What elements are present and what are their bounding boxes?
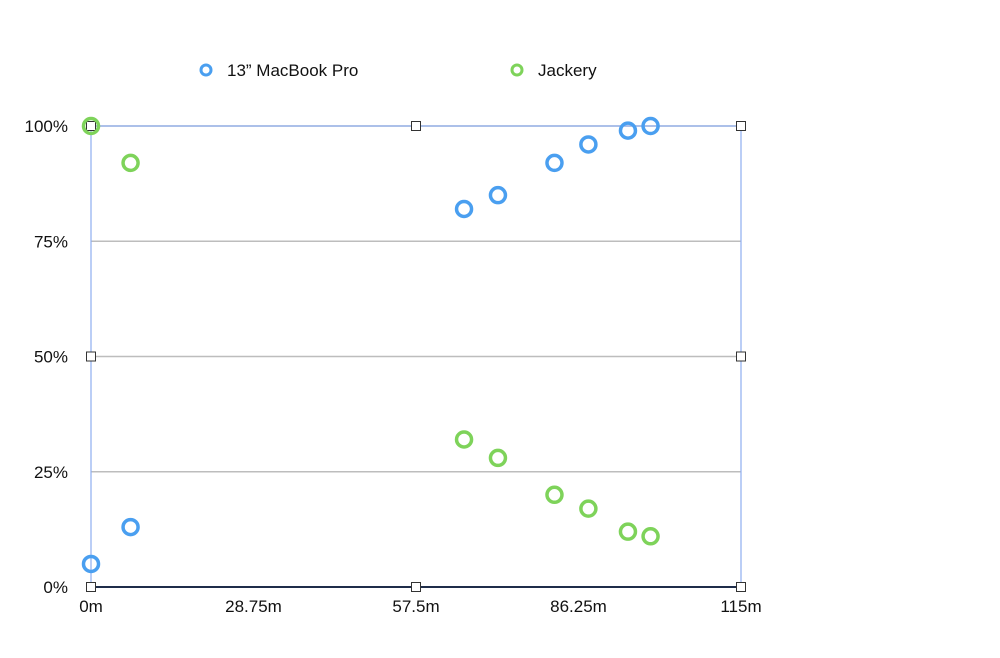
legend: 13” MacBook Pro Jackery — [199, 61, 597, 80]
selection-handle[interactable] — [411, 121, 421, 131]
data-point — [545, 485, 564, 505]
legend-marker — [199, 63, 213, 77]
y-tick-label: 100% — [25, 117, 68, 136]
data-point — [641, 116, 660, 136]
y-tick-label: 50% — [34, 348, 68, 367]
data-point — [81, 116, 101, 136]
data-point — [454, 430, 474, 449]
selection-handle[interactable] — [736, 582, 746, 592]
data-point — [488, 185, 508, 205]
x-tick-label: 28.75m — [225, 597, 282, 616]
data-point — [488, 448, 508, 468]
selection-handle[interactable] — [86, 121, 96, 131]
data-point — [81, 554, 101, 574]
data-point — [121, 517, 140, 537]
data-point — [618, 121, 638, 140]
grid-lines — [91, 125, 741, 473]
x-tick-label: 115m — [720, 597, 761, 616]
selection-handle[interactable] — [736, 121, 746, 131]
selection-handle[interactable] — [86, 351, 96, 362]
x-tick-label: 0m — [79, 597, 103, 616]
selection-handle[interactable] — [736, 351, 746, 362]
data-point — [579, 499, 598, 518]
data-points — [81, 116, 660, 574]
x-tick-label: 57.5m — [392, 597, 439, 616]
selection-handles — [86, 121, 746, 592]
selection-handle[interactable] — [86, 582, 96, 592]
x-axis-tick-labels: 0m 28.75m 57.5m 86.25m 115m — [79, 597, 761, 616]
y-tick-label: 75% — [34, 232, 68, 251]
data-point — [641, 527, 660, 546]
legend-marker — [510, 63, 524, 77]
y-axis-tick-labels: 0% 25% 50% 75% 100% — [25, 117, 68, 597]
data-point — [579, 135, 598, 154]
data-point — [545, 153, 564, 173]
data-point — [454, 199, 474, 219]
x-tick-label: 86.25m — [550, 597, 607, 616]
data-point — [121, 153, 140, 173]
data-point — [618, 522, 638, 541]
y-tick-label: 0% — [43, 578, 68, 597]
legend-label: 13” MacBook Pro — [227, 61, 358, 80]
y-tick-label: 25% — [34, 463, 68, 482]
legend-label: Jackery — [538, 61, 597, 80]
selection-handle[interactable] — [411, 582, 421, 592]
